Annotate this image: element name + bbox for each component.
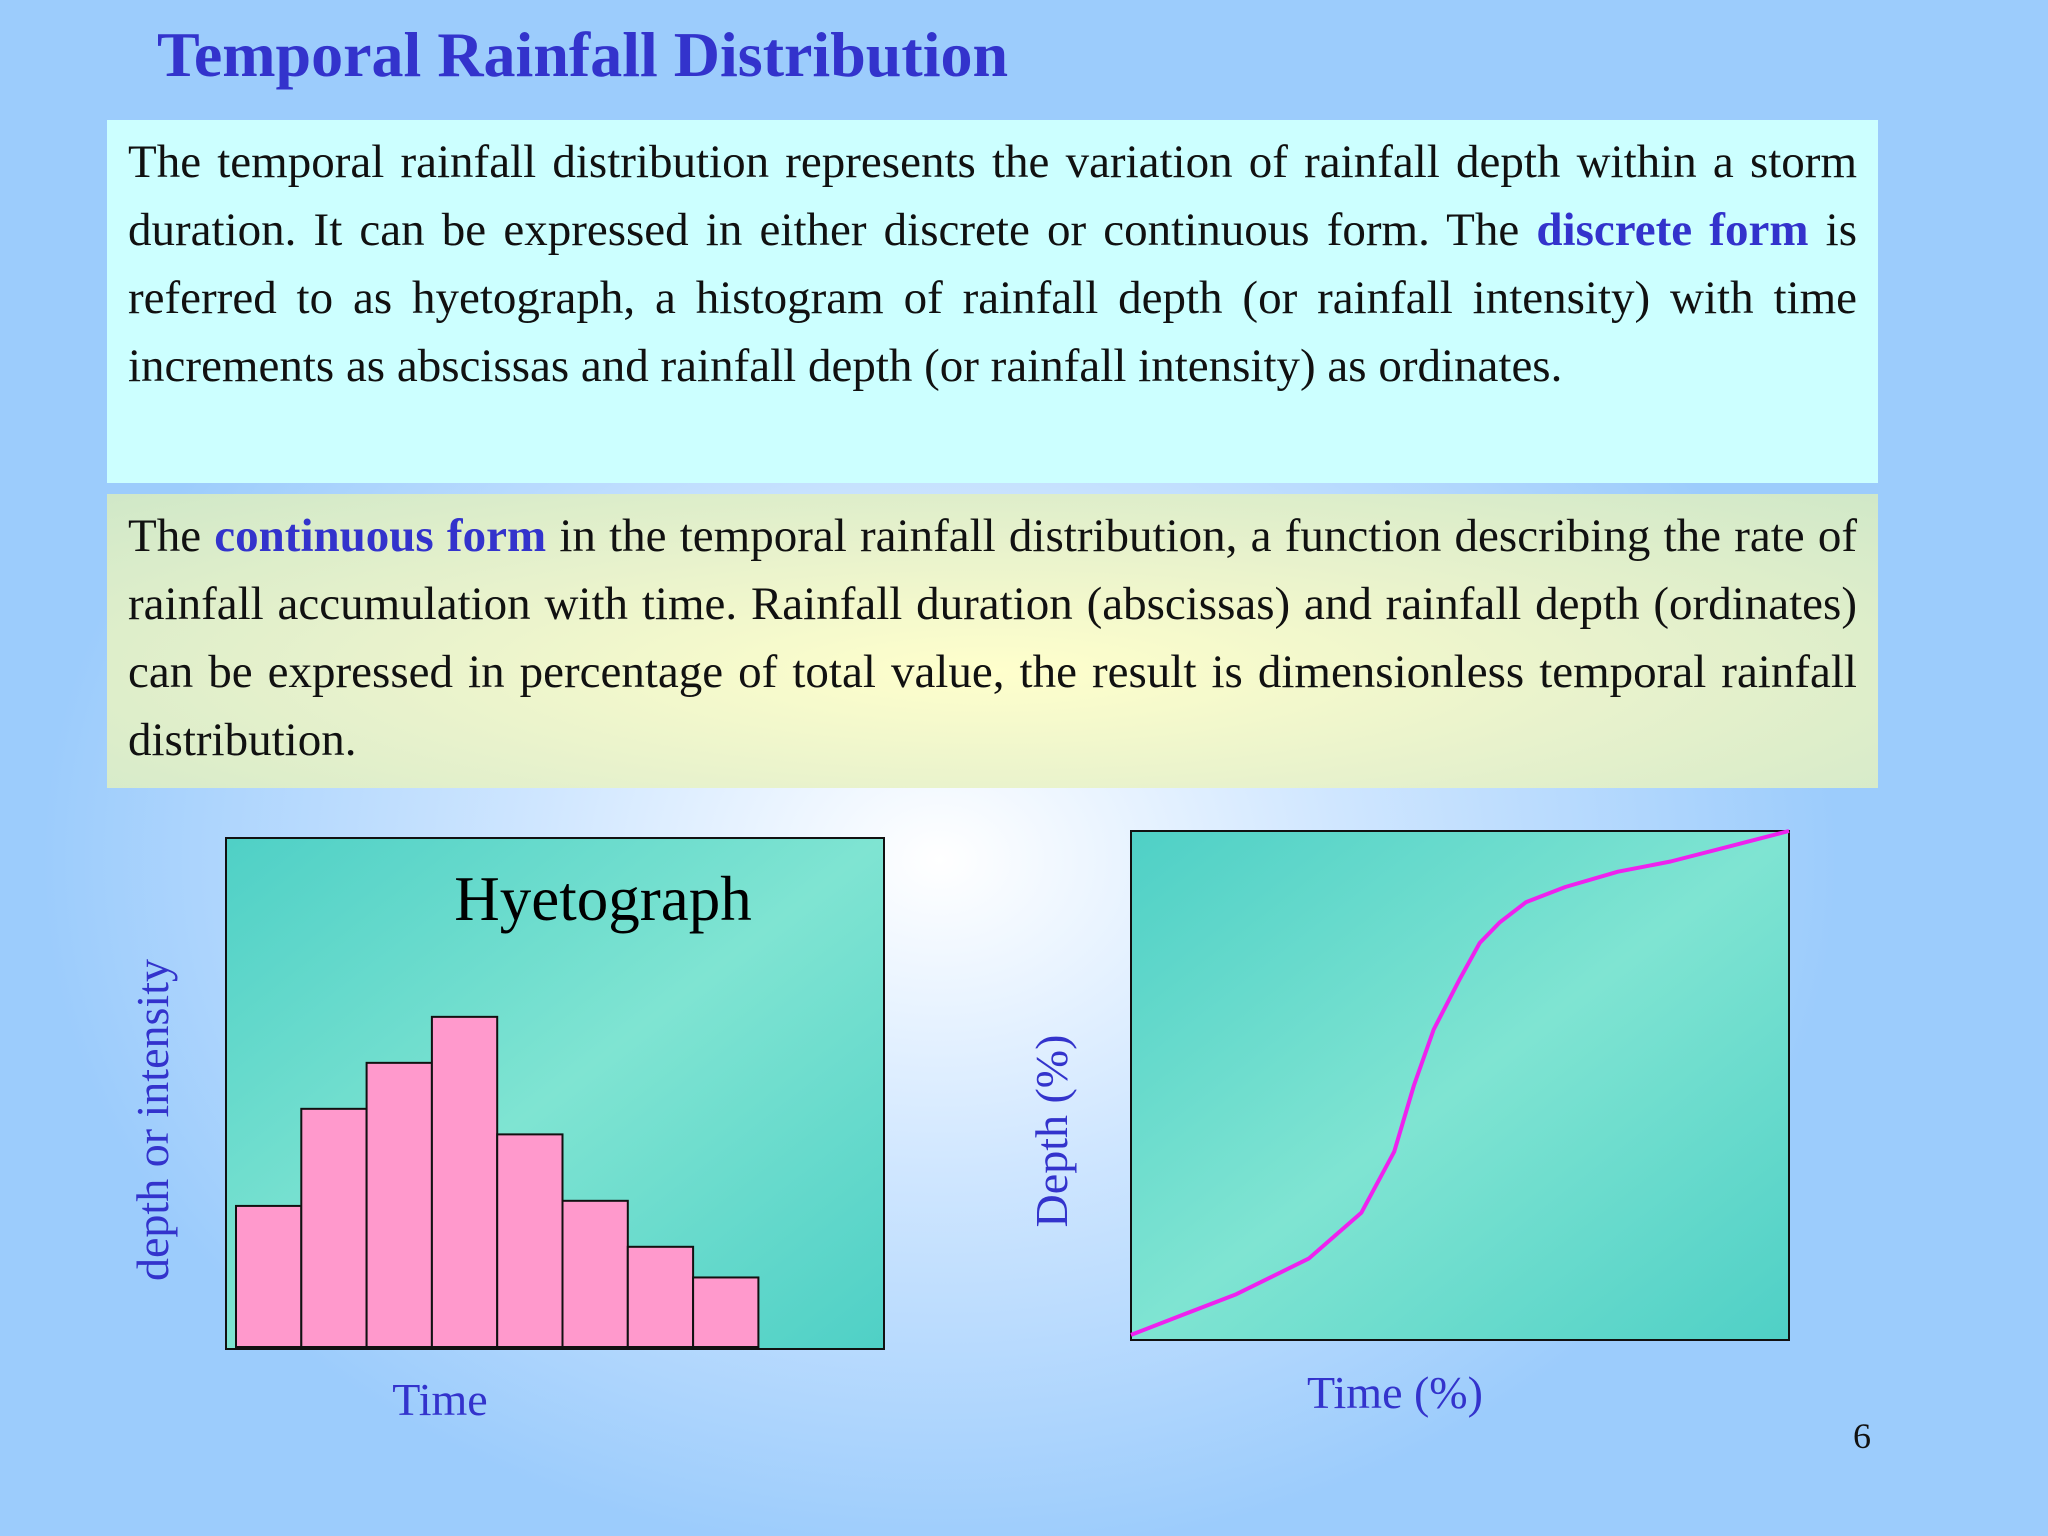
text: is referred to as hyetograph, a histogra… xyxy=(128,204,1857,392)
mass-curve xyxy=(1130,829,1790,1337)
highlight: continuous form xyxy=(214,510,547,562)
plot-area xyxy=(1130,830,1790,1341)
y-axis-label: Depth (%) xyxy=(1026,1035,1077,1228)
chart-title: Hyetograph xyxy=(454,864,751,934)
definition-box: The temporal rainfall distribution repre… xyxy=(107,120,1878,483)
text: The temporal rainfall distribution repre… xyxy=(128,136,1857,256)
x-axis-label: Time (%) xyxy=(1307,1367,1483,1418)
bar xyxy=(496,1133,564,1348)
y-axis-label: depth or intensity xyxy=(127,959,178,1281)
page-number: 6 xyxy=(1853,1416,1871,1456)
bar xyxy=(235,1204,303,1349)
highlight: discrete form xyxy=(1536,204,1809,256)
continuous-box: The continuous form in the temporal rain… xyxy=(107,494,1878,788)
text: in the temporal rainfall distribution, a… xyxy=(128,510,1857,766)
bar xyxy=(561,1199,629,1349)
bar xyxy=(692,1276,760,1348)
slide-title: Temporal Rainfall Distribution xyxy=(157,19,1009,90)
text: The xyxy=(128,510,215,562)
bar xyxy=(430,1015,499,1348)
bar xyxy=(300,1107,368,1348)
bar xyxy=(365,1061,433,1348)
x-axis-label: Time xyxy=(392,1374,487,1425)
bar xyxy=(626,1245,695,1349)
